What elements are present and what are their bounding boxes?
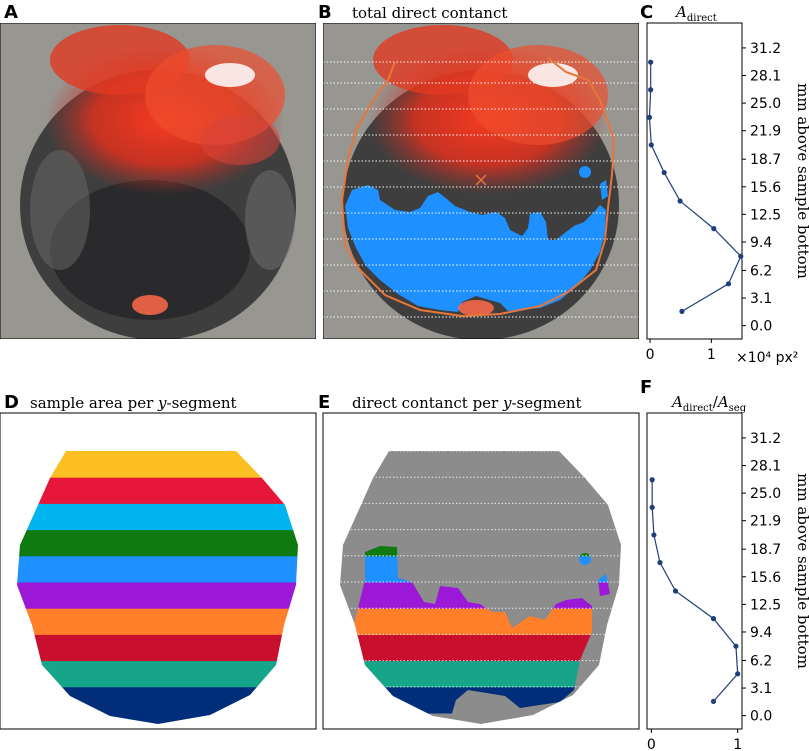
data-point xyxy=(710,616,717,622)
y-tick-label: 6.2 xyxy=(750,263,772,279)
segment-band xyxy=(17,477,298,504)
panel-d-title: sample area per y-segment xyxy=(30,394,237,412)
panel-f-label: F xyxy=(640,377,652,398)
panel-d: D sample area per y-segment xyxy=(0,392,317,730)
panel-e-title: direct contanct per y-segment xyxy=(352,394,582,412)
sample-outline xyxy=(340,57,616,318)
data-point xyxy=(649,504,655,510)
contact-segments xyxy=(340,451,621,724)
y-tick-label: 9.4 xyxy=(750,625,772,641)
panel-c-title: Adirect xyxy=(674,3,717,24)
panel-b: B total direct contanct xyxy=(318,2,639,339)
y-tick-label: 0.0 xyxy=(750,319,772,335)
panel-b-title: total direct contanct xyxy=(352,4,507,22)
panel-a: A xyxy=(0,2,316,339)
chart-c-xunit: ×10⁴ px² xyxy=(736,350,798,366)
y-axis-label: mm above sample bottom xyxy=(794,473,809,669)
y-tick-label: 18.7 xyxy=(750,542,781,558)
y-tick-label: 28.1 xyxy=(750,459,781,475)
data-point xyxy=(733,643,739,649)
y-tick-label: 21.9 xyxy=(750,124,781,140)
data-point xyxy=(711,226,717,232)
data-point xyxy=(661,169,667,176)
segment-band xyxy=(17,555,298,583)
data-point xyxy=(735,671,741,677)
x-tick-label: 0 xyxy=(646,347,655,363)
panel-d-label: D xyxy=(4,392,19,413)
data-point xyxy=(649,477,655,483)
panel-f-title: Adirect/Aseg xyxy=(670,393,747,414)
panel-e-label: E xyxy=(318,392,330,413)
x-tick-label: 0 xyxy=(647,737,656,751)
segment-band xyxy=(17,634,298,662)
contact-region xyxy=(345,185,606,312)
y-axis-label: mm above sample bottom xyxy=(794,83,809,279)
y-tick-label: 18.7 xyxy=(750,152,781,168)
contact-segment-band xyxy=(350,634,610,662)
panel-a-label: A xyxy=(4,2,18,23)
data-point xyxy=(725,281,732,287)
data-point xyxy=(657,559,663,566)
y-tick-label: 15.6 xyxy=(750,180,781,196)
contact-segment-band xyxy=(350,608,610,635)
y-tick-label: 9.4 xyxy=(750,235,772,251)
panel-f: F Adirect/Aseg 0.0 3.1 6.2 9.4 12.5 15.6 18.7 2… xyxy=(640,377,809,751)
centroid-marker xyxy=(475,174,487,186)
y-tick-label: 3.1 xyxy=(750,681,772,697)
panel-e: E direct contanct per y-segment xyxy=(318,392,640,730)
segment-band xyxy=(17,529,298,557)
x-tick-label: 1 xyxy=(707,347,716,363)
y-tick-label: 28.1 xyxy=(750,69,781,85)
data-point xyxy=(677,198,683,204)
data-point xyxy=(646,114,653,120)
series-line xyxy=(648,62,742,312)
y-tick-label: 25.0 xyxy=(750,486,781,502)
chart-f-frame xyxy=(646,412,743,730)
y-tick-label: 6.2 xyxy=(750,653,772,669)
segment-band xyxy=(17,660,298,688)
segment-band-base xyxy=(17,713,298,724)
y-tick-label: 12.5 xyxy=(750,207,781,223)
data-point xyxy=(738,253,744,259)
y-tick-label: 21.9 xyxy=(750,514,781,530)
y-tick-label: 31.2 xyxy=(750,41,781,57)
segment-band xyxy=(17,608,298,635)
data-point xyxy=(679,308,685,315)
panel-b-photo xyxy=(323,23,639,339)
data-point xyxy=(651,532,657,538)
panel-c-label: C xyxy=(640,2,653,23)
x-tick-label: 1 xyxy=(733,737,742,751)
chart-c: 0.0 3.1 6.2 9.4 12.5 15.6 18.7 21.9 25.0 28.1 31.2… xyxy=(646,41,809,363)
data-point xyxy=(648,142,654,148)
contact-segment-band xyxy=(350,660,610,688)
segment-band xyxy=(17,582,298,609)
data-point xyxy=(648,59,654,65)
y-tick-label: 25.0 xyxy=(750,96,781,112)
y-tick-label: 15.6 xyxy=(750,570,781,586)
y-tick-label: 31.2 xyxy=(750,431,781,447)
chart-c-frame xyxy=(646,22,743,340)
segment-band xyxy=(17,503,298,531)
data-point xyxy=(710,698,717,705)
panel-c: C Adirect 0.0 3.1 6.2 9.4 12.5 15.6 18.7 21.9 25… xyxy=(640,2,809,366)
panel-a-photo xyxy=(0,23,316,339)
chart-f: 0.0 3.1 6.2 9.4 12.5 15.6 18.7 21.9 25.0 28.1 31.2… xyxy=(647,431,809,751)
data-point xyxy=(672,588,679,594)
y-tick-label: 3.1 xyxy=(750,291,772,307)
data-point xyxy=(648,87,654,93)
y-tick-label: 12.5 xyxy=(750,597,781,613)
y-tick-label: 0.0 xyxy=(750,709,772,725)
panel-b-label: B xyxy=(318,2,332,23)
